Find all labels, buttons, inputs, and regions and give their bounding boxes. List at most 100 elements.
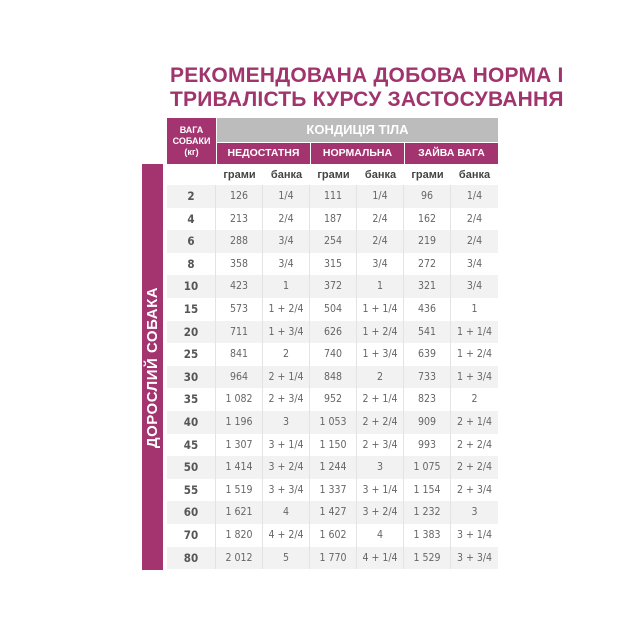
page-title: РЕКОМЕНДОВАНА ДОБОВА НОРМА І ТРИВАЛІСТЬ … xyxy=(170,64,564,112)
column-header: банка xyxy=(270,169,303,181)
value-cell: 1 337 xyxy=(310,478,357,502)
weight-cell: 70 xyxy=(167,524,216,547)
value-cell: 1 196 xyxy=(216,411,263,434)
value-cell: 733 xyxy=(404,365,451,389)
value-cell: 1 427 xyxy=(310,501,357,524)
column-header: грами xyxy=(317,169,350,181)
weight-cell: 25 xyxy=(167,343,216,366)
weight-cell: 8 xyxy=(167,252,216,276)
value-cell: 2 + 2/4 xyxy=(357,411,404,434)
value-cell: 423 xyxy=(216,275,263,298)
value-cell: 626 xyxy=(310,320,357,344)
value-cell: 1 154 xyxy=(404,478,451,502)
weight-cell: 60 xyxy=(167,501,216,524)
value-cell: 3/4 xyxy=(263,230,310,253)
table-row: 2 126 1/4 111 1/4 96 1/4 xyxy=(167,185,498,208)
table-row: 80 2 012 5 1 770 4 + 1/4 1 529 3 + 3/4 xyxy=(167,546,498,570)
value-cell: 848 xyxy=(310,365,357,389)
value-cell: 1 519 xyxy=(216,478,263,502)
value-cell: 3 xyxy=(263,411,310,434)
value-cell: 1 + 1/4 xyxy=(357,298,404,321)
value-cell: 4 xyxy=(263,501,310,524)
table-row: 35 1 082 2 + 3/4 952 2 + 1/4 823 2 xyxy=(167,388,498,411)
weight-cell: 55 xyxy=(167,478,216,502)
weight-cell: 6 xyxy=(167,230,216,253)
value-cell: 1 150 xyxy=(310,433,357,457)
value-cell: 1 820 xyxy=(216,524,263,547)
weight-cell: 50 xyxy=(167,456,216,479)
value-cell: 1/4 xyxy=(466,190,483,202)
value-cell: 823 xyxy=(404,388,451,411)
value-cell: 1 + 1/4 xyxy=(456,325,493,338)
value-cell: 1 414 xyxy=(216,456,263,479)
value-cell: 162 xyxy=(404,207,451,231)
table-row: 40 1 196 3 1 053 2 + 2/4 909 2 + 1/4 xyxy=(167,411,498,434)
weight-cell: 30 xyxy=(167,365,216,389)
condition-underweight: НЕДОСТАТНЯ ВАГА xyxy=(217,143,310,180)
value-cell: 2 + 2/4 xyxy=(456,461,493,474)
value-cell: 2/4 xyxy=(466,212,483,225)
value-cell: 2 xyxy=(357,365,404,389)
table-row: 25 841 2 740 1 + 3/4 639 1 + 2/4 xyxy=(167,343,498,366)
table-row: 70 1 820 4 + 2/4 1 602 4 1 383 3 + 1/4 xyxy=(167,524,498,547)
table-row: 4 213 2/4 187 2/4 162 2/4 xyxy=(167,207,498,231)
value-cell: 2 012 xyxy=(216,546,263,570)
value-cell: 358 xyxy=(216,252,263,276)
value-cell: 111 xyxy=(310,185,357,208)
value-cell: 1 xyxy=(263,275,310,298)
value-cell: 3 + 2/4 xyxy=(263,456,310,479)
value-cell: 321 xyxy=(404,275,451,298)
value-cell: 1 770 xyxy=(310,546,357,570)
weight-cell: 20 xyxy=(167,320,216,344)
value-cell: 219 xyxy=(404,230,451,253)
condition-normal: НОРМАЛЬНА ВАГА xyxy=(311,143,404,180)
value-cell: 4 xyxy=(357,524,404,547)
column-header: банка xyxy=(364,169,397,181)
value-cell: 187 xyxy=(310,207,357,231)
side-label: ДОРОСЛИЙ СОБАКА xyxy=(142,164,163,570)
table-row: 15 573 1 + 2/4 504 1 + 1/4 436 1 xyxy=(167,298,498,321)
title-line-1: РЕКОМЕНДОВАНА ДОБОВА НОРМА І xyxy=(170,64,564,87)
value-cell: 436 xyxy=(404,298,451,321)
table-row: 20 711 1 + 3/4 626 1 + 2/4 541 1 + 1/4 xyxy=(167,320,498,344)
value-cell: 2 + 3/4 xyxy=(263,388,310,411)
value-cell: 2 + 1/4 xyxy=(263,365,310,389)
weight-cell: 15 xyxy=(167,298,216,321)
value-cell: 909 xyxy=(404,411,451,434)
value-cell: 964 xyxy=(216,365,263,389)
value-cell: 3 xyxy=(471,506,478,519)
value-cell: 3 + 1/4 xyxy=(263,433,310,457)
side-label-text: ДОРОСЛИЙ СОБАКА xyxy=(144,286,162,448)
value-cell: 4 + 2/4 xyxy=(263,524,310,547)
table-row: 45 1 307 3 + 1/4 1 150 2 + 3/4 993 2 + 2/4 xyxy=(167,433,498,457)
value-cell: 2 + 3/4 xyxy=(456,483,493,496)
value-cell: 1 232 xyxy=(404,501,451,524)
column-header: банка xyxy=(458,169,491,181)
value-cell: 3/4 xyxy=(263,252,310,276)
value-cell: 1/4 xyxy=(357,185,404,208)
value-cell: 2/4 xyxy=(357,207,404,231)
value-cell: 2/4 xyxy=(466,235,483,248)
table-row: 8 358 3/4 315 3/4 272 3/4 xyxy=(167,252,498,276)
value-cell: 213 xyxy=(216,207,263,231)
weight-header-line: СОБАКИ xyxy=(172,136,211,146)
value-cell: 2 + 2/4 xyxy=(456,438,493,451)
value-cell: 372 xyxy=(310,275,357,298)
condition-overweight: ЗАЙВА ВАГА xyxy=(405,143,498,164)
value-cell: 541 xyxy=(404,320,451,344)
weight-cell: 10 xyxy=(167,275,216,298)
weight-header-line: (кг) xyxy=(184,147,199,157)
value-cell: 3 + 3/4 xyxy=(456,551,493,564)
value-cell: 740 xyxy=(310,343,357,366)
value-cell: 3/4 xyxy=(357,252,404,276)
value-cell: 2 + 3/4 xyxy=(357,433,404,457)
value-cell: 573 xyxy=(216,298,263,321)
table-row: 6 288 3/4 254 2/4 219 2/4 xyxy=(167,230,498,253)
value-cell: 126 xyxy=(216,185,263,208)
value-cell: 1 075 xyxy=(404,456,451,479)
value-cell: 288 xyxy=(216,230,263,253)
value-cell: 3/4 xyxy=(466,257,483,270)
value-cell: 711 xyxy=(216,320,263,344)
weight-cell: 80 xyxy=(167,546,216,570)
value-cell: 1 + 2/4 xyxy=(263,298,310,321)
